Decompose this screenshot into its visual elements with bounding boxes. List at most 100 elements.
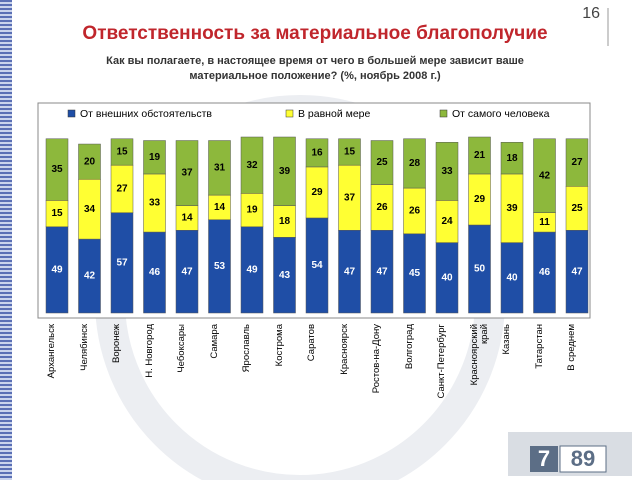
value-label: 15	[116, 147, 128, 158]
value-label: 50	[474, 264, 486, 275]
bar-segment	[500, 142, 524, 175]
value-label: 25	[376, 157, 388, 168]
value-label: 15	[51, 208, 63, 219]
value-label: 21	[474, 150, 486, 161]
value-label: 14	[181, 213, 193, 224]
x-tick-label: В среднем	[566, 324, 577, 371]
bar-segment	[338, 138, 361, 166]
value-label: 47	[344, 266, 356, 277]
value-label: 39	[506, 203, 518, 214]
value-label: 18	[506, 153, 518, 164]
value-label: 53	[214, 261, 226, 272]
value-label: 11	[539, 217, 550, 228]
value-label: 27	[116, 184, 128, 195]
x-tick-label: Казань	[501, 324, 512, 355]
value-label: 32	[246, 160, 258, 171]
value-label: 49	[51, 265, 63, 276]
chart-subtitle: Как вы полагаете, в настоящее время от ч…	[106, 55, 524, 82]
logo-text: 89	[571, 446, 595, 471]
legend-swatch	[285, 109, 294, 118]
logo-text: 7	[538, 446, 550, 471]
bar-segment	[273, 136, 296, 206]
value-label: 47	[181, 266, 193, 277]
x-tick-label: Красноярск	[338, 324, 350, 375]
value-label: 16	[311, 147, 323, 158]
value-label: 49	[246, 265, 258, 276]
bar-segment	[175, 140, 199, 206]
value-label: 18	[279, 216, 291, 227]
x-tick-label: Челябинск	[78, 324, 90, 371]
x-tick-label: Красноярский край	[468, 324, 490, 386]
bar-segment	[110, 138, 134, 166]
x-tick-label: Чебоксары	[176, 324, 187, 373]
value-label: 33	[149, 198, 161, 209]
value-label: 15	[344, 147, 356, 158]
x-tick-label: Татарстан	[533, 324, 545, 369]
value-label: 40	[506, 272, 518, 283]
legend-label: В равной мере	[298, 108, 370, 120]
bar-segment	[403, 138, 426, 189]
value-label: 45	[409, 268, 421, 279]
page-number: 16	[582, 5, 600, 22]
value-label: 57	[116, 257, 128, 268]
value-label: 40	[441, 272, 453, 283]
value-label: 35	[51, 164, 63, 175]
value-label: 26	[409, 206, 421, 217]
value-label: 27	[571, 157, 583, 168]
bar-segment	[240, 136, 264, 194]
bar-segment	[78, 143, 101, 180]
bar-segment	[143, 140, 166, 175]
value-label: 26	[376, 202, 388, 213]
value-label: 54	[311, 260, 323, 271]
value-label: 24	[441, 216, 453, 227]
side-stripe	[0, 0, 12, 480]
subtitle-box: Как вы полагаете, в настоящее время от ч…	[106, 55, 524, 82]
x-tick-label: Ярославль	[241, 324, 252, 373]
value-label: 37	[344, 192, 356, 203]
value-label: 42	[84, 271, 96, 282]
bar-segment	[370, 140, 394, 185]
value-label: 46	[539, 267, 551, 278]
bar-segment	[435, 142, 459, 201]
value-label: 47	[376, 266, 388, 277]
legend-swatch	[67, 109, 76, 118]
value-label: 34	[84, 204, 96, 215]
x-tick-label: Воронеж	[111, 324, 122, 363]
value-label: 29	[311, 187, 323, 198]
bar-segment	[533, 138, 556, 213]
x-tick-label: Саратов	[306, 324, 317, 362]
value-label: 46	[149, 267, 161, 278]
logo-box	[530, 446, 558, 472]
x-tick-label: Санкт-Петербург	[436, 324, 447, 399]
logo-box	[559, 445, 607, 473]
value-label: 14	[214, 202, 226, 213]
bar-segment	[45, 138, 69, 201]
bar-segment	[565, 138, 589, 187]
value-label: 33	[441, 166, 453, 177]
value-label: 37	[181, 168, 193, 179]
value-label: 19	[149, 152, 161, 163]
value-label: 42	[539, 170, 551, 181]
x-tick-label: Самара	[208, 324, 220, 359]
value-label: 39	[279, 166, 291, 177]
legend-swatch	[439, 109, 448, 118]
chart-title: Ответственность за материальное благопол…	[82, 23, 547, 44]
x-tick-label: Волгоград	[403, 324, 415, 370]
value-label: 43	[279, 270, 291, 281]
bar-segment	[208, 140, 231, 196]
value-label: 31	[214, 162, 226, 173]
value-label: 28	[409, 158, 421, 169]
x-tick-label: Ростов-на-Дону	[371, 324, 382, 394]
value-label: 19	[246, 205, 258, 216]
bar-segment	[305, 138, 329, 168]
x-tick-label: Н. Новгород	[143, 324, 155, 378]
value-label: 20	[84, 156, 96, 167]
value-label: 47	[571, 266, 583, 277]
bar-segment	[468, 136, 491, 175]
x-tick-label: Архангельск	[46, 324, 57, 379]
x-tick-label: Кострома	[273, 324, 285, 367]
legend-label: От самого человека	[452, 108, 550, 120]
legend-label: От внешних обстоятельств	[80, 108, 212, 120]
